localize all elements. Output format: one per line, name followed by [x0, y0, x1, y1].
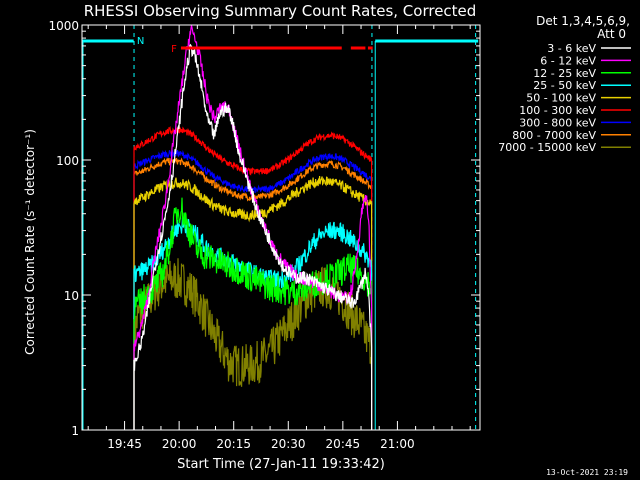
series-line-300-800-kev [133, 149, 373, 430]
legend-label-25-50-kev: 25 - 50 keV [533, 79, 596, 92]
x-tick-label: 21:00 [380, 437, 415, 451]
x-tick-label: 19:45 [107, 437, 142, 451]
n-flag-label: N [137, 36, 144, 47]
series-line-100-300-kev [133, 125, 373, 430]
y-tick-label: 1000 [48, 19, 79, 33]
series-line-50-100-kev [133, 175, 373, 430]
x-tick-label: 20:15 [216, 437, 251, 451]
y-axis-label: Corrected Count Rate (s⁻¹ detector⁻¹) [23, 129, 37, 355]
legend-label-50-100-kev: 50 - 100 keV [526, 92, 596, 105]
footer-timestamp: 13-Oct-2021 23:19 [546, 468, 628, 477]
x-tick-label: 20:30 [271, 437, 306, 451]
axis-layer: 1 10 100 1000 19:45 20:00 20:15 20:30 20:45 21:00 [48, 19, 481, 451]
legend-label-6-12-kev: 6 - 12 keV [540, 54, 596, 67]
legend-label-100-300-kev: 100 - 300 keV [519, 104, 596, 117]
y-axis-label-text: Corrected Count Rate (s⁻¹ detector⁻¹) [23, 129, 37, 355]
plot-content: FN [82, 25, 479, 430]
y-tick-label: 1 [71, 424, 79, 438]
x-axis-label: Start Time (27-Jan-11 19:33:42) [177, 457, 385, 472]
legend-label-800-7000-kev: 800 - 7000 keV [512, 129, 596, 142]
chart-title: RHESSI Observing Summary Count Rates, Co… [84, 2, 477, 20]
legend-header-line-1: Det 1,3,4,5,6,9, [536, 14, 630, 28]
x-tick-label: 20:00 [162, 437, 197, 451]
series-line-3-6-kev [133, 43, 373, 430]
series-line-7000-15000-kev [133, 258, 373, 430]
legend-header-line-2: Att 0 [597, 27, 626, 41]
legend-label-12-25-kev: 12 - 25 keV [533, 67, 596, 80]
legend-label-300-800-kev: 300 - 800 keV [519, 116, 596, 129]
y-tick-label: 100 [56, 154, 79, 168]
f-flag-label: F [171, 44, 177, 55]
plot-frame [81, 24, 481, 431]
x-tick-label: 20:45 [326, 437, 361, 451]
series-line-12-25-kev [133, 197, 373, 430]
legend-label-7000-15000-kev: 7000 - 15000 keV [498, 141, 596, 154]
y-tick-label: 10 [64, 289, 79, 303]
legend-label-3-6-kev: 3 - 6 keV [547, 42, 596, 55]
